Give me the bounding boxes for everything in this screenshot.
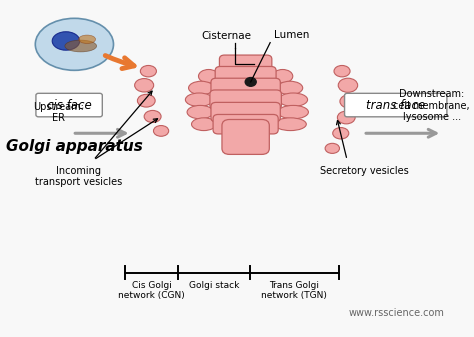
Text: Trans Golgi
network (TGN): Trans Golgi network (TGN) bbox=[261, 281, 327, 300]
Text: Golgi stack: Golgi stack bbox=[189, 281, 239, 290]
Ellipse shape bbox=[278, 105, 309, 119]
Text: www.rsscience.com: www.rsscience.com bbox=[348, 308, 444, 318]
Text: Lumen: Lumen bbox=[274, 30, 310, 40]
Ellipse shape bbox=[187, 105, 213, 119]
Ellipse shape bbox=[52, 32, 80, 50]
Ellipse shape bbox=[334, 65, 350, 77]
Ellipse shape bbox=[191, 118, 216, 130]
Text: Incoming
transport vesicles: Incoming transport vesicles bbox=[35, 166, 122, 187]
FancyBboxPatch shape bbox=[345, 93, 447, 117]
Ellipse shape bbox=[340, 95, 358, 108]
Text: Downstream:
cell membrane,
lysosome ...: Downstream: cell membrane, lysosome ... bbox=[393, 89, 470, 122]
Ellipse shape bbox=[79, 35, 96, 43]
Ellipse shape bbox=[154, 126, 169, 136]
Ellipse shape bbox=[199, 69, 219, 83]
Ellipse shape bbox=[135, 79, 154, 92]
Ellipse shape bbox=[325, 143, 339, 153]
FancyBboxPatch shape bbox=[36, 93, 102, 117]
Text: cis face: cis face bbox=[46, 98, 91, 112]
Text: Upstream:
ER: Upstream: ER bbox=[33, 101, 84, 123]
Circle shape bbox=[245, 78, 256, 86]
Ellipse shape bbox=[35, 18, 113, 70]
Ellipse shape bbox=[189, 81, 214, 95]
Ellipse shape bbox=[140, 65, 156, 77]
Ellipse shape bbox=[185, 93, 213, 106]
Text: Golgi apparatus: Golgi apparatus bbox=[6, 139, 143, 154]
Ellipse shape bbox=[65, 40, 97, 52]
FancyBboxPatch shape bbox=[211, 102, 280, 122]
Ellipse shape bbox=[338, 78, 358, 92]
FancyBboxPatch shape bbox=[210, 90, 282, 110]
Ellipse shape bbox=[333, 128, 349, 139]
Text: trans face: trans face bbox=[366, 98, 425, 112]
Ellipse shape bbox=[337, 111, 355, 124]
FancyBboxPatch shape bbox=[222, 120, 269, 154]
Ellipse shape bbox=[279, 93, 308, 106]
FancyBboxPatch shape bbox=[213, 115, 278, 134]
Text: Cisternae: Cisternae bbox=[201, 31, 252, 41]
FancyBboxPatch shape bbox=[219, 55, 272, 74]
Text: Secretory vesicles: Secretory vesicles bbox=[319, 166, 409, 176]
FancyBboxPatch shape bbox=[211, 78, 280, 98]
Ellipse shape bbox=[273, 69, 293, 83]
Ellipse shape bbox=[274, 118, 306, 130]
Text: Cis Golgi
network (CGN): Cis Golgi network (CGN) bbox=[118, 281, 185, 300]
Ellipse shape bbox=[137, 94, 155, 107]
Ellipse shape bbox=[144, 111, 161, 123]
FancyBboxPatch shape bbox=[215, 66, 276, 86]
Ellipse shape bbox=[277, 81, 303, 95]
